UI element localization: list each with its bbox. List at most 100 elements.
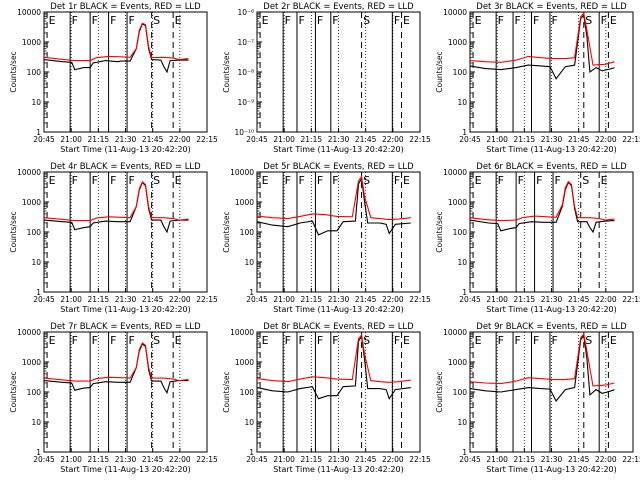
series-line-lld (469, 332, 615, 387)
y-tick-label: 10⁻⁸ (237, 68, 254, 77)
marker-label-3: F (92, 334, 98, 347)
x-tick-label: 21:15 (301, 455, 323, 464)
marker-label-2: F (72, 174, 78, 187)
series-line-lld (43, 22, 189, 62)
x-tick-label: 20:45 (246, 295, 268, 304)
marker-label-6: S (363, 174, 370, 187)
marker-label-2: F (498, 174, 504, 187)
x-tick-label: 22:00 (595, 295, 617, 304)
marker-label-7: E (175, 14, 182, 27)
y-tick-label: 10 (31, 418, 41, 427)
x-tick-label: 22:15 (196, 135, 218, 144)
marker-label-2: F (72, 14, 78, 27)
marker-label-6: S (363, 334, 370, 347)
y-tick-label: 1 (249, 448, 254, 457)
x-tick-label: 21:30 (541, 135, 563, 144)
marker-label-1: E (262, 174, 269, 187)
x-tick-label: 21:00 (486, 135, 508, 144)
x-axis-label: Start Time (11-Aug-13 20:42:20) (60, 465, 191, 474)
y-tick-label: 100 (453, 228, 468, 237)
marker-label-7: F (394, 334, 400, 347)
y-axis-label: Counts/sec (222, 51, 231, 92)
x-tick-label: 21:45 (142, 295, 164, 304)
panel-title: Det 1r BLACK = Events, RED = LLD (50, 2, 201, 12)
x-tick-label: 21:45 (142, 135, 164, 144)
y-tick-label: 10000 (443, 328, 467, 337)
x-tick-label: 21:00 (60, 135, 82, 144)
x-tick-label: 21:15 (88, 135, 110, 144)
marker-label-1: E (262, 14, 269, 27)
panel-2: 20:45 21:00 21:15 21:30 21:45 22:00 22:15 10⁻¹⁰… (222, 2, 431, 154)
x-tick-label: 22:00 (382, 295, 404, 304)
y-axis-label: Counts/sec (9, 371, 18, 412)
x-tick-label: 21:00 (60, 455, 82, 464)
y-tick-label: 1 (36, 288, 41, 297)
marker-label-5: F (332, 334, 338, 347)
x-tick-label: 22:15 (409, 295, 431, 304)
y-tick-label: 10 (31, 98, 41, 107)
marker-label-6: S (585, 14, 592, 27)
marker-label-4: F (533, 14, 539, 27)
panel-9: 20:45 21:00 21:15 21:30 21:45 22:00 22:15 1 10 10… (435, 322, 640, 474)
panel-title: Det 2r BLACK = Events, RED = LLD (263, 2, 414, 12)
y-tick-label: 1000 (22, 198, 41, 207)
marker-label-4: F (317, 334, 323, 347)
panel-title: Det 3r BLACK = Events, RED = LLD (476, 2, 627, 12)
marker-label-5: F (129, 14, 135, 27)
x-tick-label: 21:30 (115, 455, 137, 464)
marker-label-7: F (394, 14, 400, 27)
y-tick-label: 10000 (230, 328, 254, 337)
x-tick-label: 21:15 (301, 295, 323, 304)
x-tick-label: 20:45 (33, 135, 55, 144)
y-tick-label: 1000 (448, 198, 467, 207)
marker-label-8: E (403, 174, 410, 187)
y-tick-label: 1000 (235, 198, 254, 207)
y-tick-label: 100 (453, 68, 468, 77)
series-line-events (256, 335, 411, 400)
marker-label-2: F (498, 14, 504, 27)
marker-label-6: S (582, 174, 589, 187)
x-tick-label: 21:45 (142, 455, 164, 464)
marker-label-1: E (475, 174, 482, 187)
marker-label-5: F (332, 14, 338, 27)
marker-label-6: S (585, 334, 592, 347)
x-tick-label: 21:00 (486, 455, 508, 464)
x-tick-label: 20:45 (246, 455, 268, 464)
y-tick-label: 1 (462, 448, 467, 457)
x-tick-label: 21:45 (355, 135, 377, 144)
y-tick-label: 10⁻⁶ (237, 8, 254, 17)
marker-label-7: E (175, 174, 182, 187)
x-tick-label: 22:15 (196, 455, 218, 464)
y-axis-label: Counts/sec (9, 51, 18, 92)
x-tick-label: 22:00 (595, 455, 617, 464)
x-tick-label: 20:45 (459, 135, 481, 144)
series-line-events (469, 13, 615, 80)
x-tick-label: 22:15 (622, 455, 640, 464)
marker-label-4: F (110, 14, 116, 27)
marker-label-5: F (555, 174, 561, 187)
marker-label-5: F (551, 334, 557, 347)
x-tick-label: 21:15 (88, 295, 110, 304)
y-axis-label: Counts/sec (435, 371, 444, 412)
y-tick-label: 100 (27, 228, 42, 237)
x-tick-label: 21:15 (514, 295, 536, 304)
marker-label-6: S (153, 174, 160, 187)
x-tick-label: 21:15 (514, 455, 536, 464)
panel-1: 20:45 21:00 21:15 21:30 21:45 22:00 22:15 1 10 10… (9, 2, 218, 154)
panel-5: 20:45 21:00 21:15 21:30 21:45 22:00 22:15 1 10 10… (222, 162, 431, 314)
marker-label-7: F (394, 174, 400, 187)
y-tick-label: 10000 (230, 168, 254, 177)
y-tick-label: 1 (36, 128, 41, 137)
marker-label-5: F (332, 174, 338, 187)
x-tick-label: 22:00 (595, 135, 617, 144)
series-line-lld (256, 333, 411, 383)
marker-label-3: F (298, 174, 304, 187)
marker-label-1: E (475, 334, 482, 347)
x-tick-label: 22:00 (169, 295, 191, 304)
x-tick-label: 21:00 (273, 455, 295, 464)
x-tick-label: 22:00 (169, 135, 191, 144)
y-tick-label: 10000 (443, 8, 467, 17)
marker-label-8: E (403, 14, 410, 27)
